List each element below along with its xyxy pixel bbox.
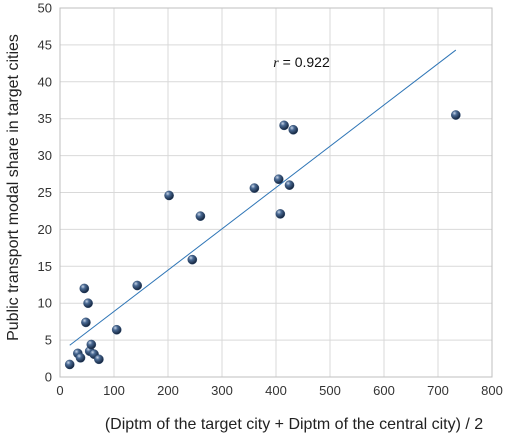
y-tick-label: 15 bbox=[38, 259, 52, 274]
data-point bbox=[451, 110, 461, 120]
y-tick-label: 25 bbox=[38, 185, 52, 200]
x-axis-title: (Diptm of the target city + Diptm of the… bbox=[105, 416, 483, 433]
data-point bbox=[288, 124, 299, 135]
data-point bbox=[111, 324, 122, 335]
y-axis-title: Public transport modal share in target c… bbox=[5, 34, 22, 341]
data-point bbox=[83, 298, 93, 309]
data-point bbox=[75, 353, 86, 363]
y-tick-label: 5 bbox=[45, 333, 52, 348]
data-points bbox=[64, 110, 461, 370]
data-point bbox=[94, 354, 104, 365]
x-tick-label: 400 bbox=[265, 383, 287, 398]
data-point bbox=[64, 359, 75, 370]
y-tick-label: 30 bbox=[38, 148, 52, 163]
data-point bbox=[275, 209, 286, 219]
x-tick-label: 100 bbox=[103, 383, 125, 398]
x-tick-label: 200 bbox=[157, 383, 179, 398]
y-tick-label: 0 bbox=[45, 370, 52, 385]
data-point bbox=[81, 317, 91, 328]
x-axis-ticks: 0 100 200 300 400 500 600 700 800 bbox=[56, 383, 502, 398]
y-tick-label: 45 bbox=[38, 37, 52, 52]
x-tick-label: 300 bbox=[211, 383, 233, 398]
y-tick-label: 40 bbox=[38, 74, 52, 89]
y-tick-label: 35 bbox=[38, 111, 52, 126]
trendline bbox=[69, 49, 457, 346]
data-point bbox=[273, 174, 284, 185]
data-point bbox=[195, 211, 206, 221]
data-point bbox=[249, 183, 260, 193]
data-point bbox=[164, 190, 174, 201]
y-axis-ticks: 0 5 10 15 20 25 30 35 40 45 50 bbox=[38, 1, 52, 385]
data-point bbox=[79, 283, 90, 294]
data-point bbox=[284, 180, 295, 190]
data-point bbox=[132, 280, 143, 291]
data-point bbox=[187, 254, 198, 265]
x-tick-label: 700 bbox=[427, 383, 449, 398]
r-value: = 0.922 bbox=[279, 54, 330, 70]
x-tick-label: 800 bbox=[481, 383, 503, 398]
plot-area bbox=[59, 7, 493, 378]
y-tick-label: 20 bbox=[38, 222, 52, 237]
r-symbol: r bbox=[273, 56, 279, 71]
data-point bbox=[279, 120, 289, 131]
x-tick-label: 500 bbox=[319, 383, 341, 398]
x-tick-label: 600 bbox=[373, 383, 395, 398]
y-tick-label: 50 bbox=[38, 1, 52, 16]
x-tick-label: 0 bbox=[56, 383, 63, 398]
correlation-annotation: r = 0.922 bbox=[273, 54, 330, 71]
data-point bbox=[86, 339, 97, 350]
y-tick-label: 10 bbox=[38, 296, 52, 311]
